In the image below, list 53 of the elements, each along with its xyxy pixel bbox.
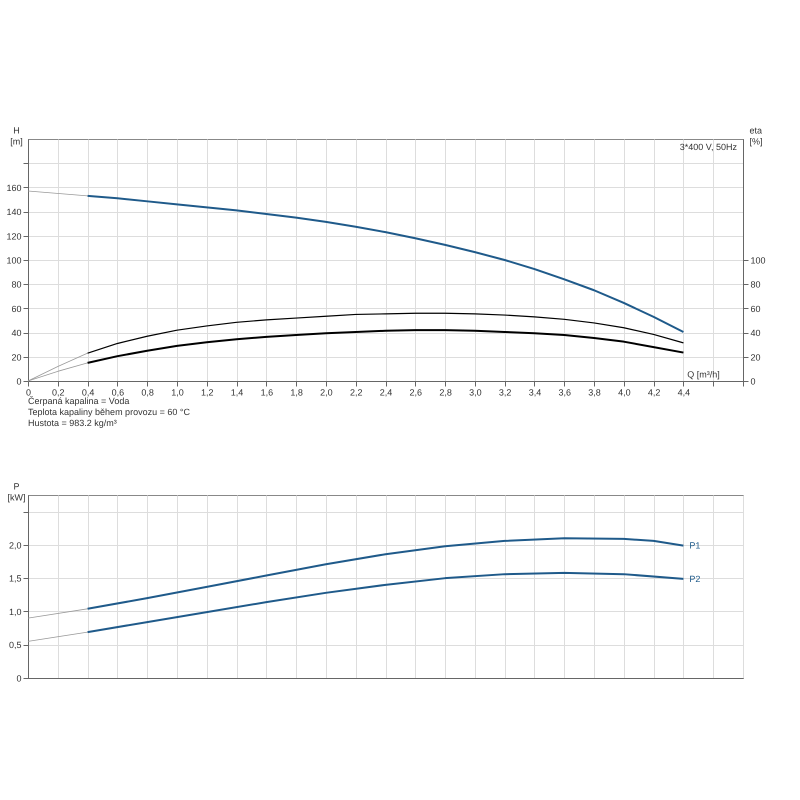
x-tick-label: 0,2 [52, 388, 65, 398]
x-tick-label: 0 [26, 388, 32, 398]
x-tick-label: 4,4 [678, 388, 690, 398]
y2-tick-label: 40 [750, 328, 761, 338]
y-tick-label: 60 [11, 304, 22, 314]
y-tick-label: 1,0 [8, 606, 22, 617]
x-tick-label: 1,0 [171, 388, 184, 398]
y-tick-label: 160 [6, 182, 22, 193]
x-axis-title: Q [m³/h] [687, 370, 720, 380]
y2-tick-label: 100 [750, 256, 766, 266]
y-tick-label: 140 [6, 207, 22, 218]
x-tick-label: 2,4 [380, 388, 392, 398]
x-tick-label: 0,4 [82, 388, 94, 398]
chart-title: 3*400 V, 50Hz [680, 142, 738, 152]
x-tick-label: 2,6 [410, 388, 422, 398]
x-tick-label: 1,4 [230, 388, 244, 398]
x-tick-label: 1,6 [260, 388, 274, 398]
x-tick-label: 2,2 [350, 388, 362, 398]
y-tick-label: 120 [6, 231, 22, 242]
y2-tick-label: 60 [750, 304, 761, 314]
y2-tick-label: 80 [750, 280, 761, 290]
x-tick-label: 3,4 [528, 388, 542, 398]
x-tick-label: 1,2 [200, 388, 214, 398]
y-tick-label: 80 [11, 280, 22, 290]
y2-tick-label: 0 [750, 376, 756, 386]
x-tick-label: 2,8 [439, 388, 452, 398]
y-tick-label: 0 [16, 674, 22, 684]
text: Hustota = 983.2 kg/m³ [28, 418, 117, 428]
x-tick-label: 0,6 [112, 388, 124, 398]
x-tick-label: 3,6 [558, 388, 572, 398]
y-tick-label: 40 [11, 328, 22, 338]
y-axis-title: H [m] [10, 126, 23, 146]
y2-axis-title: eta [%] [750, 126, 763, 146]
y-tick-label: 0 [16, 376, 22, 386]
series-label: P2 [689, 574, 700, 584]
x-tick-label: 2,0 [320, 388, 333, 398]
x-tick-label: 1,8 [290, 388, 303, 398]
series-label: P1 [689, 540, 700, 551]
x-tick-label: 3,2 [498, 388, 512, 398]
x-tick-label: 4,2 [648, 388, 660, 398]
x-tick-label: 3,8 [588, 388, 601, 398]
x-tick-label: 4,0 [618, 388, 631, 398]
y-tick-label: 2,0 [8, 540, 22, 550]
x-tick-label: 0,8 [141, 388, 154, 398]
y-tick-label: 1,5 [8, 574, 22, 584]
x-tick-label: 3,0 [469, 388, 482, 398]
y2-tick-label: 20 [750, 352, 761, 362]
y-tick-label: 20 [11, 352, 22, 362]
y-axis-title: P [kW] [8, 482, 26, 502]
text: Teplota kapaliny během provozu = 60 °C [28, 407, 190, 417]
y-tick-label: 100 [6, 256, 22, 266]
text: Čerpaná kapalina = Voda [28, 396, 130, 406]
y-tick-label: 0,5 [8, 640, 22, 650]
